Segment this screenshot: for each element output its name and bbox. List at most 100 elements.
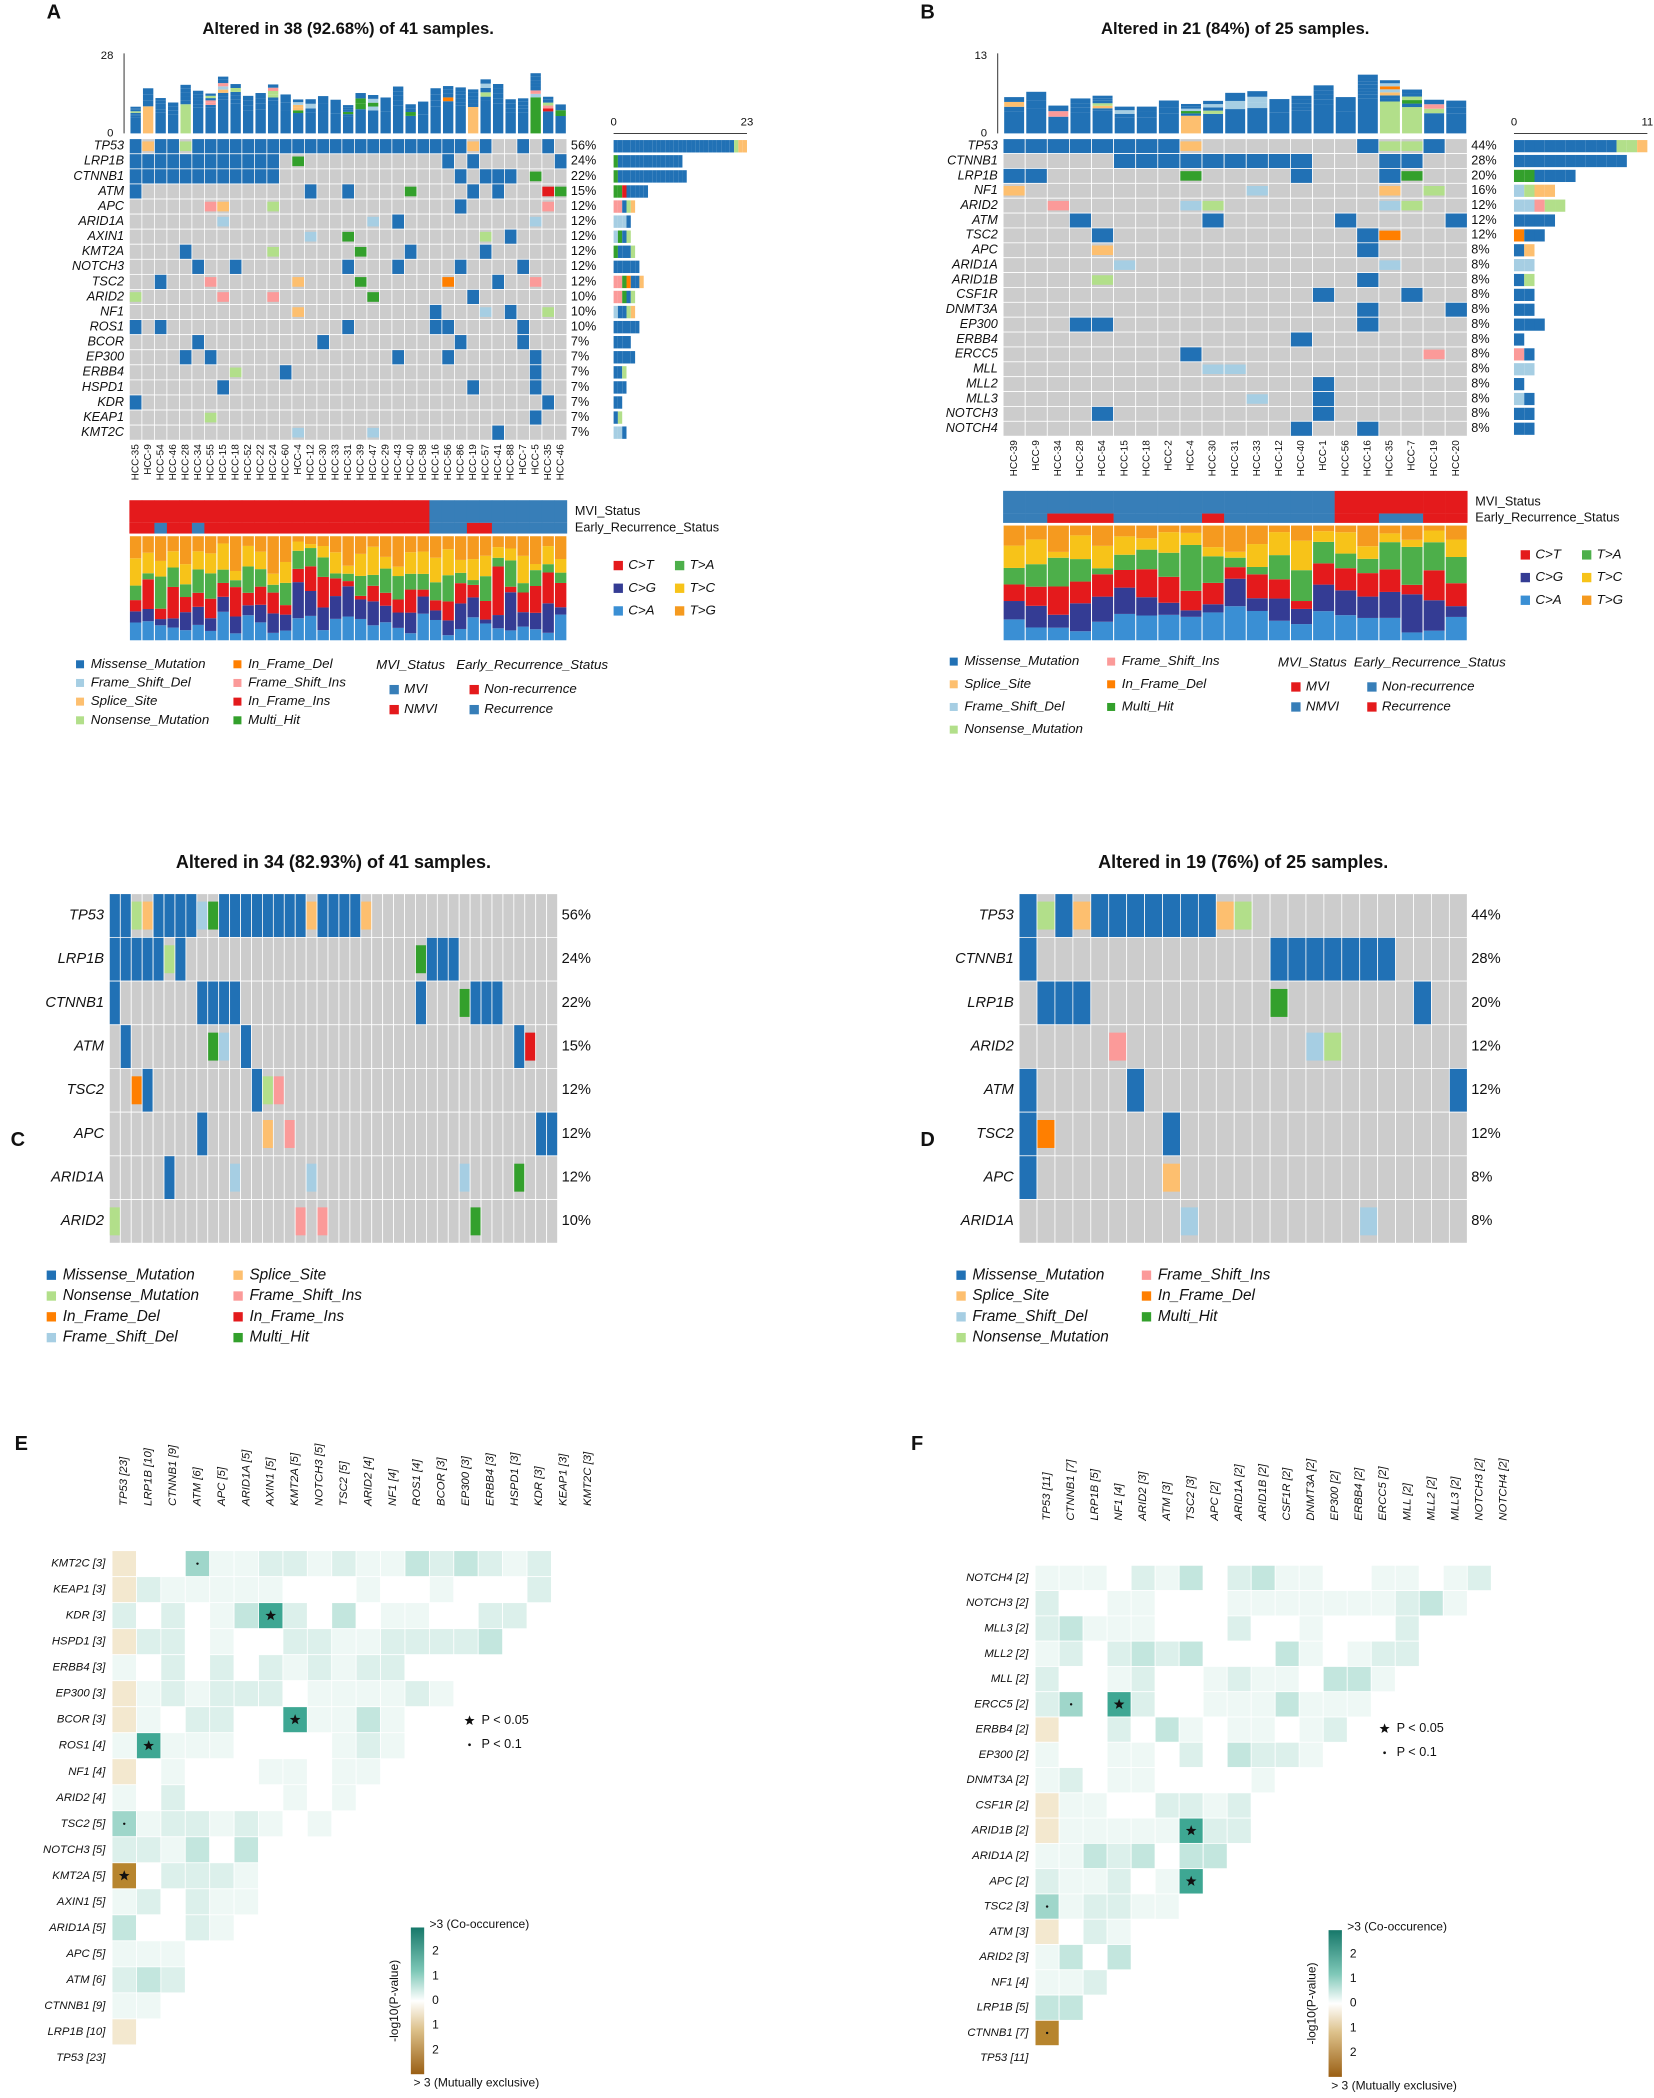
top-bar <box>1158 113 1179 134</box>
side-bar <box>695 140 700 153</box>
mutation-cell <box>1198 894 1216 937</box>
cell <box>366 379 380 396</box>
cell <box>316 349 330 366</box>
cell <box>1267 331 1291 348</box>
mutation-cell <box>204 201 217 212</box>
top-bar <box>1070 112 1091 134</box>
top-bar <box>292 107 304 111</box>
titv-bar <box>429 600 442 611</box>
heat-cell <box>1322 1716 1348 1743</box>
top-bar <box>317 111 329 134</box>
cell <box>1157 420 1181 437</box>
titv-bar <box>254 551 267 570</box>
cell <box>429 273 443 290</box>
row-label: BCOR [3] <box>57 1714 106 1726</box>
top-bar <box>1402 100 1423 104</box>
cell <box>1245 138 1269 154</box>
cell <box>1400 227 1424 244</box>
top-bar <box>492 103 504 134</box>
top-bar <box>405 112 416 116</box>
cell <box>1144 1155 1163 1200</box>
cell <box>360 1068 373 1113</box>
titv-bar <box>329 618 342 641</box>
heat-cell <box>1298 1564 1324 1592</box>
cell <box>393 1111 405 1157</box>
cell <box>480 893 493 938</box>
cell <box>1245 257 1269 273</box>
titv-bar <box>1357 558 1379 574</box>
cell <box>291 379 305 396</box>
legend-label: Missense_Mutation <box>91 656 206 671</box>
heat-cell <box>404 1576 430 1604</box>
top-bar <box>142 94 154 101</box>
heat-cell <box>136 1654 162 1682</box>
cell <box>404 893 416 938</box>
heat-cell <box>502 1576 528 1604</box>
cell <box>303 364 318 381</box>
row-label: NF1 [4] <box>68 1766 106 1778</box>
sample-label: HCC-28 <box>180 444 191 481</box>
titv-bar <box>142 536 154 553</box>
side-bar <box>678 170 683 183</box>
titv-bar <box>479 536 492 556</box>
sample-label: HCC-52 <box>243 444 254 481</box>
heat-cell <box>160 1966 186 1994</box>
cell <box>415 1024 427 1069</box>
cell <box>294 980 307 1026</box>
cell <box>353 394 368 411</box>
cell <box>1135 182 1159 199</box>
cell <box>166 273 180 290</box>
cell <box>328 394 343 411</box>
column-label: NOTCH3 [2] <box>1473 1457 1485 1520</box>
cell <box>378 334 393 351</box>
mutation-cell <box>1162 894 1181 937</box>
heat-cell <box>1298 1666 1324 1693</box>
heat-cell <box>1058 1969 1084 1996</box>
mutation-cell <box>1091 406 1114 421</box>
heat-cell <box>1298 1716 1324 1743</box>
cell <box>278 424 293 441</box>
cell <box>554 198 568 215</box>
cell <box>152 1024 165 1069</box>
mutation-cell <box>279 365 292 380</box>
cell <box>241 258 255 275</box>
cell <box>141 409 155 426</box>
titv-bar <box>1268 525 1290 533</box>
side-bar <box>699 140 704 153</box>
cell <box>1157 182 1181 199</box>
cell <box>1287 1199 1307 1244</box>
cell <box>425 1024 438 1069</box>
cell <box>1378 331 1402 348</box>
titv-bar <box>1092 574 1114 597</box>
legend-label: C>T <box>1535 546 1561 561</box>
cell <box>266 394 280 411</box>
sample-label: HCC-31 <box>343 444 354 481</box>
cell <box>328 153 343 170</box>
legend-title: Early_Recurrence_Status <box>1354 654 1506 669</box>
cell <box>1197 980 1217 1026</box>
cell <box>504 273 518 290</box>
cell <box>1448 980 1468 1026</box>
panel-letter: A <box>47 2 61 24</box>
heat-cell <box>233 1706 259 1734</box>
cell <box>1233 980 1253 1026</box>
legend-swatch <box>674 583 685 593</box>
titv-bar <box>517 555 529 584</box>
cell <box>203 228 218 245</box>
cell <box>1287 980 1307 1026</box>
cell <box>341 379 355 396</box>
side-bar <box>630 305 636 319</box>
heat-cell <box>184 1758 211 1786</box>
mutation-cell <box>426 937 437 981</box>
cell <box>228 198 243 215</box>
top-bar <box>1225 100 1246 110</box>
heat-cell <box>1202 1640 1228 1667</box>
significance-dot <box>1045 1905 1049 1908</box>
cell <box>416 273 430 290</box>
percent-label: 8% <box>1471 332 1489 346</box>
cell <box>391 409 405 426</box>
cell <box>1377 1199 1396 1244</box>
cell <box>1072 1155 1092 1200</box>
cell <box>1290 227 1313 244</box>
heat-cell <box>428 1550 455 1578</box>
